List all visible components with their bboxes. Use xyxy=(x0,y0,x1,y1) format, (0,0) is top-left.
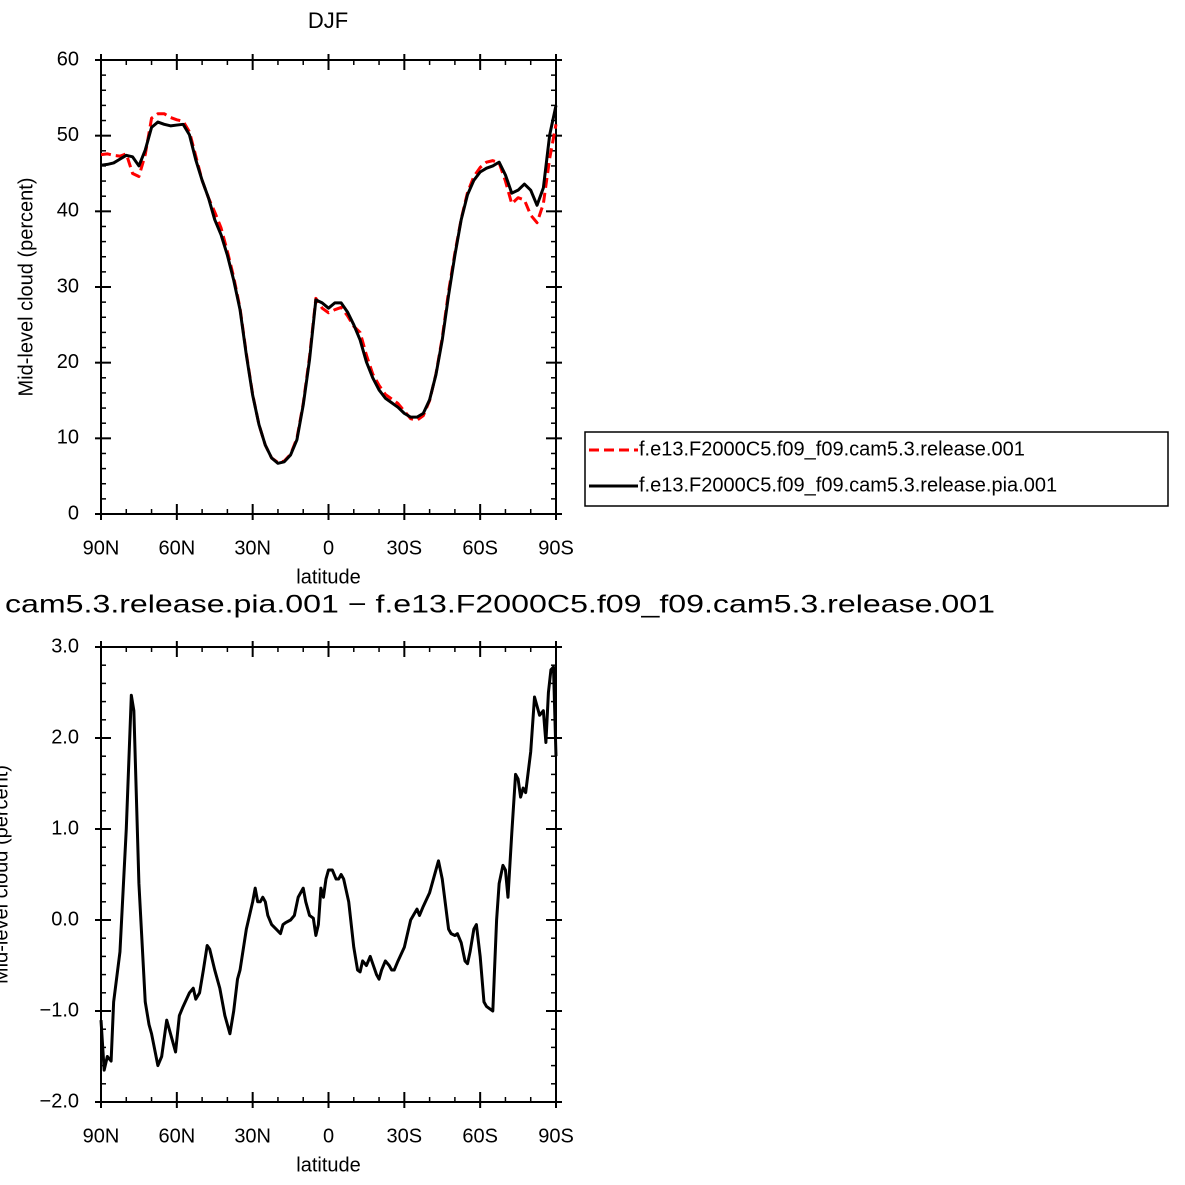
x-tick-label: 90N xyxy=(83,537,120,559)
y-tick-label: 40 xyxy=(57,200,79,222)
legend-box xyxy=(584,431,1169,507)
legend-label: f.e13.F2000C5.f09_f09.cam5.3.release.001 xyxy=(639,438,1025,460)
y-tick-label: −1.0 xyxy=(40,999,79,1021)
x-tick-label: 90S xyxy=(538,537,574,559)
x-tick-label: 30N xyxy=(234,1125,271,1147)
data-line xyxy=(100,112,558,465)
x-tick-label: 30S xyxy=(387,1125,423,1147)
y-tick-label: 2.0 xyxy=(51,726,79,748)
x-tick-label: 90S xyxy=(538,1125,574,1147)
x-axis-label: latitude xyxy=(296,1154,361,1176)
plot-frame xyxy=(100,59,557,515)
x-tick-label: 30S xyxy=(387,537,423,559)
x-tick-label: 0 xyxy=(323,1125,334,1147)
data-line xyxy=(99,665,558,1072)
y-tick-label: 20 xyxy=(57,351,79,373)
y-tick-label: 10 xyxy=(57,427,79,449)
x-tick-label: 30N xyxy=(234,537,271,559)
x-tick-label: 60S xyxy=(462,1125,498,1147)
y-tick-label: 50 xyxy=(57,124,79,146)
y-tick-label: 0 xyxy=(68,502,79,524)
y-tick-label: 0.0 xyxy=(51,908,79,930)
chart-title: cam5.3.release.pia.001 − f.e13.F2000C5.f… xyxy=(5,591,995,619)
x-tick-label: 0 xyxy=(323,537,334,559)
chart-title: DJF xyxy=(308,8,348,33)
y-axis-label: Mid-level cloud (percent) xyxy=(0,765,12,984)
y-axis-label: Mid-level cloud (percent) xyxy=(15,178,37,397)
x-tick-label: 60N xyxy=(158,537,195,559)
x-tick-label: 60S xyxy=(462,537,498,559)
y-tick-label: 1.0 xyxy=(51,817,79,839)
y-tick-label: −2.0 xyxy=(40,1090,79,1112)
x-axis-label: latitude xyxy=(296,566,361,588)
y-tick-label: 60 xyxy=(57,48,79,70)
legend-label: f.e13.F2000C5.f09_f09.cam5.3.release.pia… xyxy=(639,474,1057,496)
y-tick-label: 3.0 xyxy=(51,635,79,657)
data-line xyxy=(100,105,558,465)
x-tick-label: 60N xyxy=(158,1125,195,1147)
x-tick-label: 90N xyxy=(83,1125,120,1147)
y-tick-label: 30 xyxy=(57,275,79,297)
